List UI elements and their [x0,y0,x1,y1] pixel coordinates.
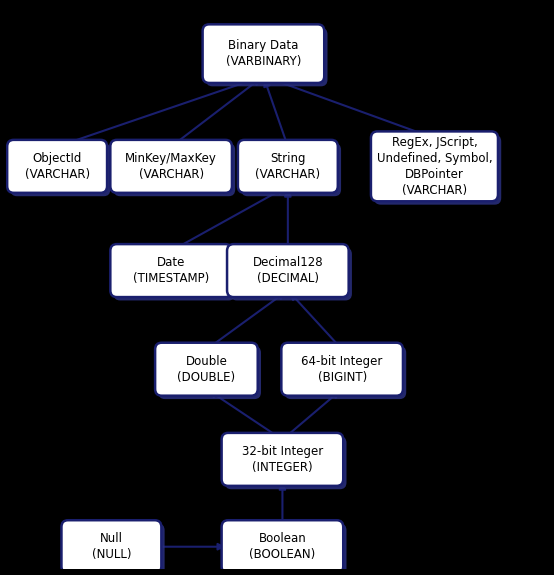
Text: Binary Data
(VARBINARY): Binary Data (VARBINARY) [225,39,301,68]
FancyBboxPatch shape [110,140,232,193]
FancyBboxPatch shape [374,135,501,205]
FancyBboxPatch shape [241,143,341,196]
FancyBboxPatch shape [155,343,258,396]
Text: Boolean
(BOOLEAN): Boolean (BOOLEAN) [249,532,316,561]
Text: 64-bit Integer
(BIGINT): 64-bit Integer (BIGINT) [301,355,383,384]
FancyBboxPatch shape [285,346,406,399]
Text: Decimal128
(DECIMAL): Decimal128 (DECIMAL) [253,256,323,285]
Text: Double
(DOUBLE): Double (DOUBLE) [177,355,235,384]
FancyBboxPatch shape [114,143,235,196]
Text: ObjectId
(VARCHAR): ObjectId (VARCHAR) [24,152,90,181]
FancyBboxPatch shape [203,24,324,83]
Text: RegEx, JScript,
Undefined, Symbol,
DBPointer
(VARCHAR): RegEx, JScript, Undefined, Symbol, DBPoi… [377,136,493,197]
Text: 32-bit Integer
(INTEGER): 32-bit Integer (INTEGER) [242,445,323,474]
FancyBboxPatch shape [114,247,235,301]
FancyBboxPatch shape [225,524,346,575]
FancyBboxPatch shape [230,247,352,301]
FancyBboxPatch shape [227,244,348,297]
FancyBboxPatch shape [158,346,261,399]
FancyBboxPatch shape [371,132,498,201]
Text: Date
(TIMESTAMP): Date (TIMESTAMP) [133,256,209,285]
FancyBboxPatch shape [222,433,343,486]
FancyBboxPatch shape [110,244,232,297]
Text: String
(VARCHAR): String (VARCHAR) [255,152,320,181]
FancyBboxPatch shape [61,520,161,573]
FancyBboxPatch shape [65,524,165,575]
FancyBboxPatch shape [238,140,338,193]
FancyBboxPatch shape [206,28,327,86]
FancyBboxPatch shape [7,140,107,193]
FancyBboxPatch shape [222,520,343,573]
FancyBboxPatch shape [225,436,346,489]
Text: Null
(NULL): Null (NULL) [91,532,131,561]
FancyBboxPatch shape [281,343,403,396]
FancyBboxPatch shape [11,143,110,196]
Text: MinKey/MaxKey
(VARCHAR): MinKey/MaxKey (VARCHAR) [125,152,217,181]
